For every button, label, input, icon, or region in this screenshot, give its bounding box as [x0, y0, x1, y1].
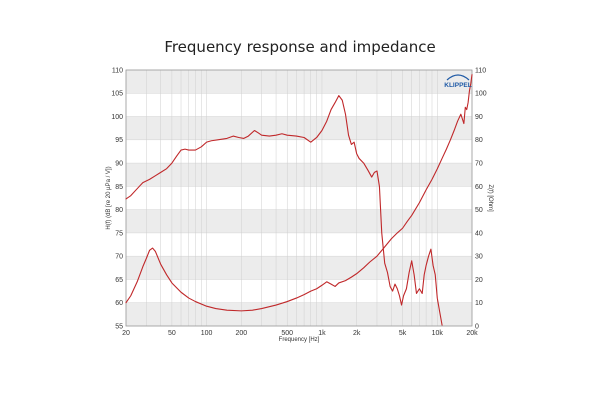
y2-tick-label: 80 — [475, 137, 483, 144]
x-tick-label: 20 — [122, 330, 130, 337]
plot-band — [126, 163, 472, 187]
x-tick-label: 1k — [318, 330, 326, 337]
plot-band — [126, 70, 472, 94]
y2-tick-label: 20 — [475, 277, 483, 284]
plot-grid — [125, 69, 473, 327]
y-tick-label: 105 — [111, 91, 123, 98]
plot-band — [126, 256, 472, 280]
y2-tick-label: 100 — [475, 91, 487, 98]
y-tick-label: 60 — [115, 300, 123, 307]
x-tick-label: 500 — [281, 330, 293, 337]
y-axis-title: H(f) (dB [re 20 µPa / V]) — [106, 166, 112, 229]
y-tick-label: 70 — [115, 254, 123, 261]
x-tick-label: 200 — [235, 330, 247, 337]
plot-band — [126, 116, 472, 140]
y2-tick-label: 60 — [475, 184, 483, 191]
x-tick-label: 50 — [168, 330, 176, 337]
y2-axis-title: Z(f) [Ohm] — [487, 184, 493, 212]
y-tick-label: 110 — [112, 67, 123, 74]
x-tick-label: 100 — [201, 330, 213, 337]
x-tick-label: 2k — [353, 330, 361, 337]
y2-tick-label: 110 — [475, 67, 486, 74]
y2-tick-label: 30 — [475, 254, 483, 261]
logo-text: KLIPPEL — [444, 82, 471, 89]
impedance-line — [125, 74, 473, 312]
right-axis-ticks: 0 10 20 30 40 50 60 70 80 90 100 110 — [475, 67, 487, 330]
plot-band — [126, 302, 472, 326]
y2-tick-label: 70 — [475, 160, 483, 167]
x-tick-label: 5k — [399, 330, 407, 337]
x-tick-label: 10k — [432, 330, 444, 337]
y-tick-label: 95 — [115, 137, 123, 144]
klippel-logo: KLIPPEL — [444, 74, 472, 89]
plot-frame — [125, 69, 473, 327]
series-layer — [125, 74, 473, 326]
y-tick-label: 85 — [115, 184, 123, 191]
chart-title: Frequency response and impedance — [164, 38, 436, 56]
y2-tick-label: 90 — [475, 114, 483, 121]
y-tick-label: 65 — [115, 277, 123, 284]
plot-bands — [126, 70, 472, 326]
x-axis-title: Frequency [Hz] — [279, 337, 320, 343]
y-tick-label: 100 — [111, 114, 123, 121]
y2-tick-label: 50 — [475, 207, 483, 214]
y2-tick-label: 0 — [475, 323, 479, 330]
y-tick-label: 80 — [115, 207, 123, 214]
y-tick-label: 90 — [115, 160, 123, 167]
x-axis-ticks: 20 50 100 200 500 1k 2k 5k 10k 20k — [122, 330, 478, 337]
y2-tick-label: 40 — [475, 230, 483, 237]
y-tick-label: 75 — [115, 230, 123, 237]
frequency-response-line — [125, 95, 443, 326]
left-axis-ticks: 55 60 65 70 75 80 85 90 95 100 105 110 — [111, 67, 123, 330]
y-tick-label: 55 — [115, 323, 123, 330]
x-tick-label: 20k — [466, 330, 478, 337]
plot-band — [126, 209, 472, 233]
y2-tick-label: 10 — [475, 300, 483, 307]
